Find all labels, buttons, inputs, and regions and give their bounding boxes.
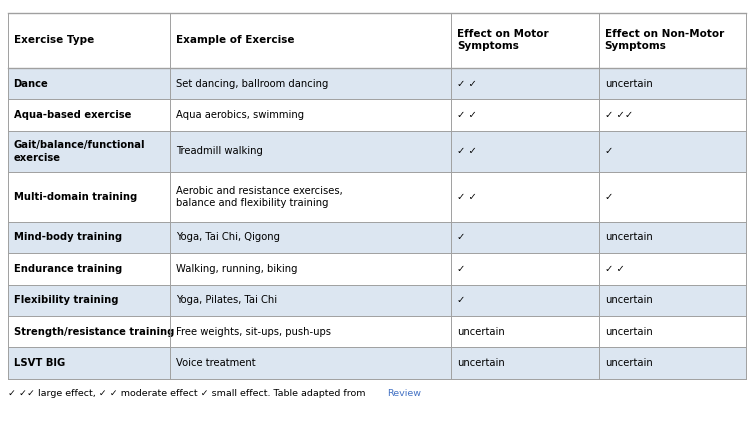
Text: Strength/resistance training: Strength/resistance training	[14, 326, 174, 337]
Text: ✓ ✓: ✓ ✓	[457, 78, 477, 89]
Bar	[8, 131, 746, 172]
Text: ✓ ✓✓ large effect, ✓ ✓ moderate effect ✓ small effect. Table adapted from: ✓ ✓✓ large effect, ✓ ✓ moderate effect ✓…	[8, 389, 368, 398]
Text: ✓: ✓	[605, 192, 613, 202]
Bar	[8, 222, 746, 253]
Text: Walking, running, biking: Walking, running, biking	[176, 264, 298, 274]
Text: uncertain: uncertain	[605, 78, 652, 89]
Text: Review: Review	[387, 389, 421, 398]
Text: Yoga, Tai Chi, Qigong: Yoga, Tai Chi, Qigong	[176, 232, 280, 243]
Text: uncertain: uncertain	[457, 326, 504, 337]
Text: Multi-domain training: Multi-domain training	[14, 192, 136, 202]
Text: Free weights, sit-ups, push-ups: Free weights, sit-ups, push-ups	[176, 326, 331, 337]
Bar	[8, 316, 746, 347]
Text: Set dancing, ballroom dancing: Set dancing, ballroom dancing	[176, 78, 329, 89]
Bar	[8, 13, 746, 68]
Text: Aqua aerobics, swimming: Aqua aerobics, swimming	[176, 110, 305, 120]
Text: uncertain: uncertain	[605, 295, 652, 305]
Text: uncertain: uncertain	[605, 232, 652, 243]
Bar	[8, 285, 746, 316]
Text: ✓: ✓	[457, 295, 465, 305]
Text: uncertain: uncertain	[605, 358, 652, 368]
Text: ✓ ✓✓: ✓ ✓✓	[605, 110, 633, 120]
Text: uncertain: uncertain	[457, 358, 504, 368]
Bar	[8, 99, 746, 131]
Text: Dance: Dance	[14, 78, 48, 89]
Text: ✓ ✓: ✓ ✓	[457, 192, 477, 202]
Bar	[8, 172, 746, 222]
Text: ✓ ✓: ✓ ✓	[457, 110, 477, 120]
Text: Endurance training: Endurance training	[14, 264, 122, 274]
Text: Gait/balance/functional
exercise: Gait/balance/functional exercise	[14, 140, 145, 162]
Text: Aqua-based exercise: Aqua-based exercise	[14, 110, 131, 120]
Text: Exercise Type: Exercise Type	[14, 35, 93, 45]
Text: ✓: ✓	[605, 146, 613, 156]
Bar	[8, 347, 746, 379]
Text: ✓ ✓: ✓ ✓	[457, 146, 477, 156]
Text: Aerobic and resistance exercises,
balance and flexibility training: Aerobic and resistance exercises, balanc…	[176, 186, 343, 208]
Text: Yoga, Pilates, Tai Chi: Yoga, Pilates, Tai Chi	[176, 295, 277, 305]
Text: ✓: ✓	[457, 232, 465, 243]
Text: Example of Exercise: Example of Exercise	[176, 35, 295, 45]
Text: Mind-body training: Mind-body training	[14, 232, 121, 243]
Text: Effect on Motor
Symptoms: Effect on Motor Symptoms	[457, 29, 549, 51]
Text: ✓ ✓: ✓ ✓	[605, 264, 624, 274]
Text: Treadmill walking: Treadmill walking	[176, 146, 263, 156]
Text: ✓: ✓	[457, 264, 465, 274]
Bar	[8, 68, 746, 99]
Text: LSVT BIG: LSVT BIG	[14, 358, 65, 368]
Text: uncertain: uncertain	[605, 326, 652, 337]
Text: Flexibility training: Flexibility training	[14, 295, 118, 305]
Text: Voice treatment: Voice treatment	[176, 358, 256, 368]
Text: Effect on Non-Motor
Symptoms: Effect on Non-Motor Symptoms	[605, 29, 724, 51]
Bar	[8, 253, 746, 285]
